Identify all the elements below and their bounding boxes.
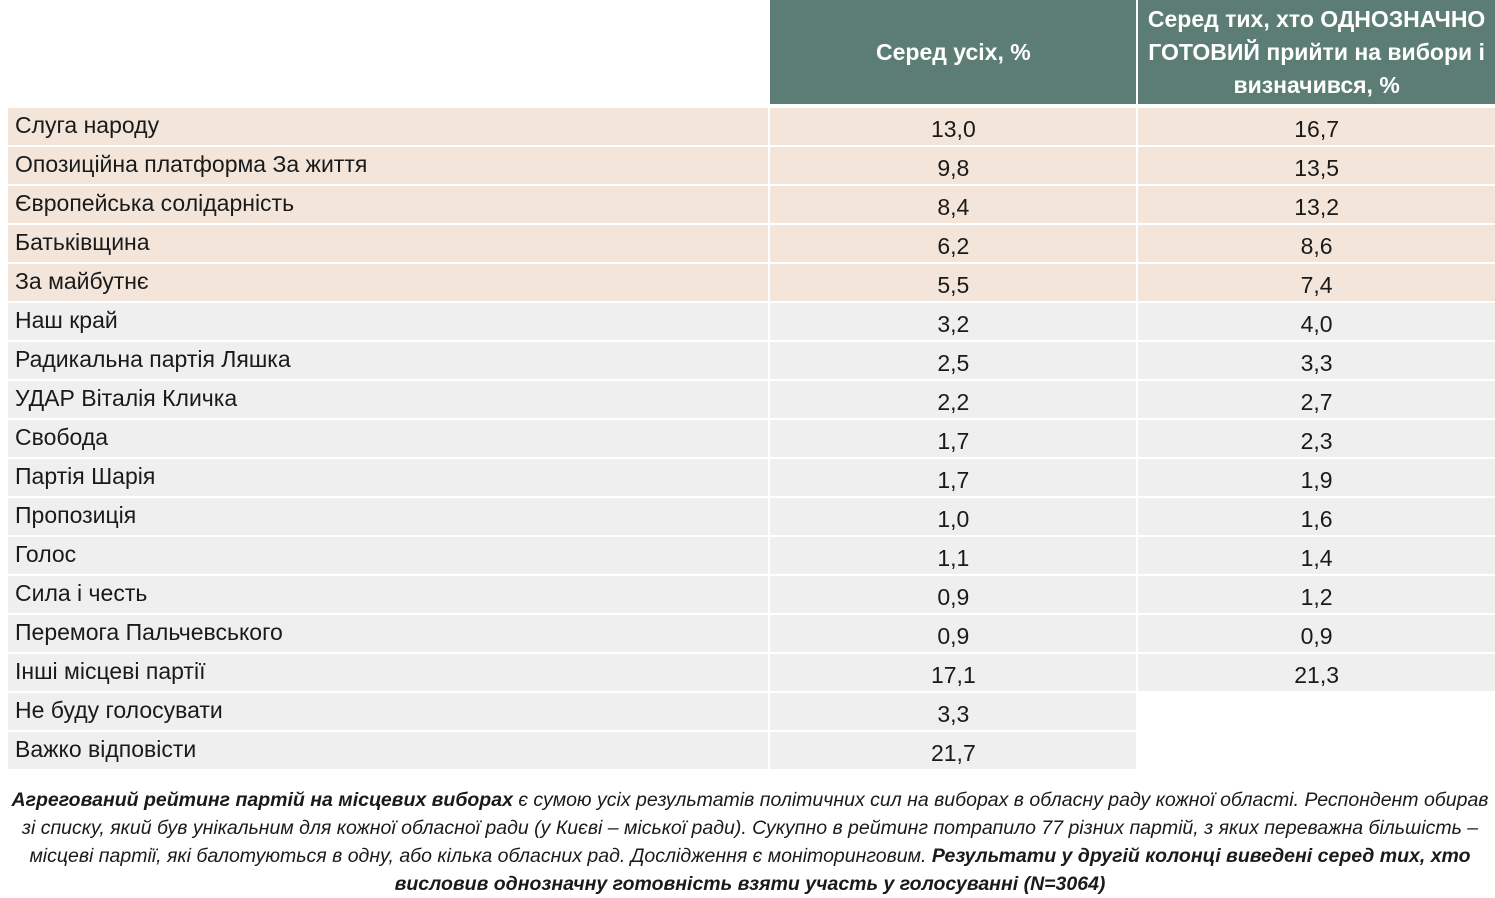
party-name-cell: За майбутнє <box>8 264 769 301</box>
decided-voters-value: 2,7 <box>1138 381 1495 418</box>
table-row: Не буду голосувати 3,3 <box>8 693 1495 730</box>
table-row: УДАР Віталія Кличка 2,2 2,7 <box>8 381 1495 418</box>
footnote: Агрегований рейтинг партій на місцевих в… <box>10 786 1490 898</box>
party-name-cell: Опозиційна платформа За життя <box>8 147 769 184</box>
footnote-bold-end: Результати у другій колонці виведені сер… <box>394 845 1471 895</box>
decided-voters-value: 7,4 <box>1138 264 1495 301</box>
party-name-cell: Не буду голосувати <box>8 693 769 730</box>
decided-voters-value: 1,2 <box>1138 576 1495 613</box>
table-row: Інші місцеві партії 17,1 21,3 <box>8 654 1495 691</box>
decided-voters-value: 16,7 <box>1138 108 1495 145</box>
table-row: Батьківщина 6,2 8,6 <box>8 225 1495 262</box>
all-respondents-value: 5,5 <box>770 264 1137 301</box>
all-respondents-value: 3,2 <box>770 303 1137 340</box>
all-respondents-value: 17,1 <box>770 654 1137 691</box>
header-empty-cell <box>8 0 770 106</box>
table-row: Наш край 3,2 4,0 <box>8 303 1495 340</box>
decided-voters-value <box>1138 732 1495 769</box>
decided-voters-value: 1,6 <box>1138 498 1495 535</box>
party-name-cell: Сила і честь <box>8 576 769 613</box>
table-row: Перемога Пальчевського 0,9 0,9 <box>8 615 1495 652</box>
results-table: Серед усіх, % Серед тих, хто ОДНОЗНАЧНО … <box>8 0 1495 769</box>
table-row: Слуга народу 13,0 16,7 <box>8 108 1495 145</box>
party-name-cell: Голос <box>8 537 769 574</box>
decided-voters-value: 13,2 <box>1138 186 1495 223</box>
table-row: Радикальна партія Ляшка 2,5 3,3 <box>8 342 1495 379</box>
table-header: Серед усіх, % Серед тих, хто ОДНОЗНАЧНО … <box>8 0 1495 106</box>
table-body: Слуга народу 13,0 16,7 Опозиційна платформа… <box>8 108 1495 769</box>
decided-voters-value: 2,3 <box>1138 420 1495 457</box>
party-name-cell: Партія Шарія <box>8 459 769 496</box>
table-row: Важко відповісти 21,7 <box>8 732 1495 769</box>
all-respondents-value: 1,7 <box>770 459 1137 496</box>
decided-voters-value: 3,3 <box>1138 342 1495 379</box>
party-name-cell: Європейська солідарність <box>8 186 769 223</box>
party-name-cell: Пропозиція <box>8 498 769 535</box>
all-respondents-value: 2,5 <box>770 342 1137 379</box>
all-respondents-value: 6,2 <box>770 225 1137 262</box>
party-name-cell: Перемога Пальчевського <box>8 615 769 652</box>
all-respondents-value: 0,9 <box>770 576 1137 613</box>
decided-voters-value: 13,5 <box>1138 147 1495 184</box>
party-name-cell: Радикальна партія Ляшка <box>8 342 769 379</box>
party-name-cell: Інші місцеві партії <box>8 654 769 691</box>
header-decided-voters: Серед тих, хто ОДНОЗНАЧНО ГОТОВИЙ прийти… <box>1138 0 1495 106</box>
all-respondents-value: 8,4 <box>770 186 1137 223</box>
decided-voters-value: 4,0 <box>1138 303 1495 340</box>
party-name-cell: УДАР Віталія Кличка <box>8 381 769 418</box>
decided-voters-value: 8,6 <box>1138 225 1495 262</box>
all-respondents-value: 1,1 <box>770 537 1137 574</box>
table-row: Партія Шарія 1,7 1,9 <box>8 459 1495 496</box>
party-name-cell: Слуга народу <box>8 108 769 145</box>
all-respondents-value: 2,2 <box>770 381 1137 418</box>
table-row: Сила і честь 0,9 1,2 <box>8 576 1495 613</box>
all-respondents-value: 9,8 <box>770 147 1137 184</box>
party-name-cell: Важко відповісти <box>8 732 769 769</box>
all-respondents-value: 1,0 <box>770 498 1137 535</box>
footnote-bold-start: Агрегований рейтинг партій на місцевих в… <box>11 789 513 811</box>
table-row: Свобода 1,7 2,3 <box>8 420 1495 457</box>
all-respondents-value: 21,7 <box>770 732 1137 769</box>
party-name-cell: Батьківщина <box>8 225 769 262</box>
table-row: Пропозиція 1,0 1,6 <box>8 498 1495 535</box>
decided-voters-value: 1,9 <box>1138 459 1495 496</box>
table-row: За майбутнє 5,5 7,4 <box>8 264 1495 301</box>
decided-voters-value <box>1138 693 1495 730</box>
footnote-text: є сумою усіх результатів політичних сил … <box>21 789 1489 867</box>
party-name-cell: Наш край <box>8 303 769 340</box>
decided-voters-value: 0,9 <box>1138 615 1495 652</box>
decided-voters-value: 1,4 <box>1138 537 1495 574</box>
all-respondents-value: 3,3 <box>770 693 1137 730</box>
header-all-respondents: Серед усіх, % <box>770 0 1137 106</box>
party-name-cell: Свобода <box>8 420 769 457</box>
all-respondents-value: 1,7 <box>770 420 1137 457</box>
table-row: Голос 1,1 1,4 <box>8 537 1495 574</box>
decided-voters-value: 21,3 <box>1138 654 1495 691</box>
table-row: Опозиційна платформа За життя 9,8 13,5 <box>8 147 1495 184</box>
all-respondents-value: 0,9 <box>770 615 1137 652</box>
table-row: Європейська солідарність 8,4 13,2 <box>8 186 1495 223</box>
all-respondents-value: 13,0 <box>770 108 1137 145</box>
